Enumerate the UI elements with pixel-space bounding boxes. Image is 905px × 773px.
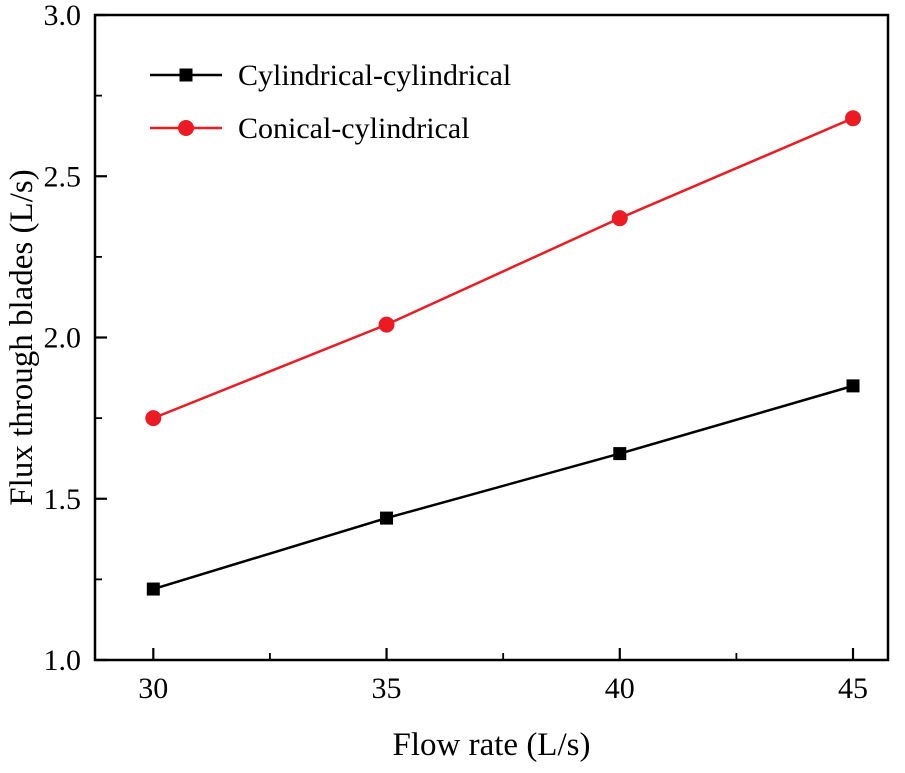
x-tick-label: 40 — [605, 672, 635, 705]
series-line-square — [152, 384, 854, 591]
data-marker-circle — [845, 110, 862, 127]
y-tick-label: 3.0 — [44, 0, 82, 32]
legend-label: Conical-cylindrical — [238, 112, 470, 145]
data-marker-circle — [178, 120, 194, 136]
legend-label: Cylindrical-cylindrical — [238, 59, 511, 92]
data-marker-square — [613, 447, 627, 461]
x-tick-label: 35 — [372, 672, 402, 705]
data-marker-circle — [145, 410, 162, 427]
series-line-circle — [152, 117, 854, 420]
data-marker-square — [380, 511, 394, 525]
y-axis-label: Flux through blades (L/s) — [4, 169, 40, 505]
x-tick-label: 30 — [138, 672, 168, 705]
y-tick-label: 1.5 — [44, 483, 82, 516]
data-marker-square — [146, 582, 160, 596]
y-tick-label: 2.0 — [44, 322, 82, 355]
plot-frame — [93, 13, 890, 662]
data-marker-circle — [378, 316, 395, 333]
x-tick-label: 45 — [838, 672, 868, 705]
data-marker-square — [846, 379, 860, 393]
data-marker-square — [179, 68, 193, 82]
x-axis-label: Flow rate (L/s) — [393, 727, 591, 763]
y-tick-label: 2.5 — [44, 160, 82, 193]
data-marker-circle — [611, 210, 628, 227]
y-tick-label: 1.0 — [44, 644, 82, 677]
